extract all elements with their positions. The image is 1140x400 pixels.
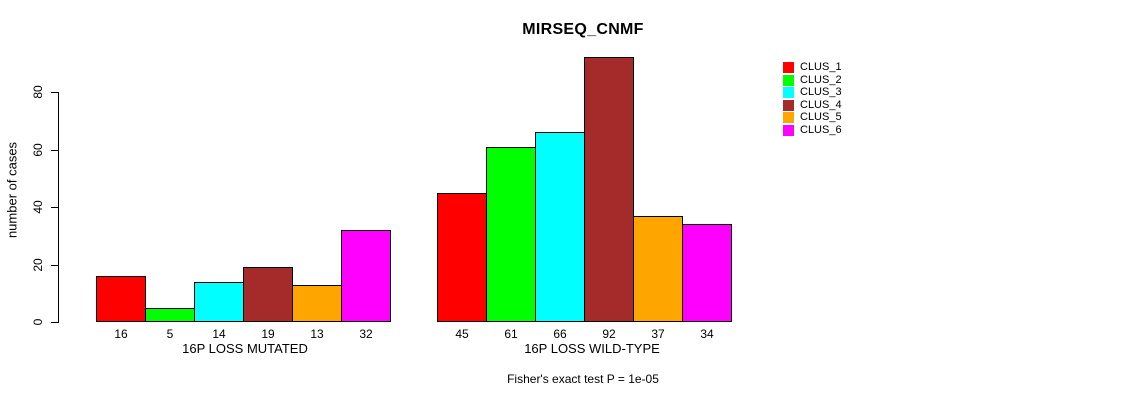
bar-value-label: 37: [651, 327, 665, 341]
bar-value-label: 5: [166, 327, 174, 341]
legend-label: CLUS_5: [800, 111, 842, 124]
y-axis-label: number of cases: [4, 141, 20, 239]
bar-value-label: 66: [553, 327, 567, 341]
bar-clus_3-group2: [535, 132, 585, 322]
y-tick-mark: [51, 264, 58, 266]
legend-swatch-clus_1: [783, 62, 794, 73]
bar-value-label: 45: [455, 327, 469, 341]
legend-swatch-clus_2: [783, 74, 794, 86]
y-tick-label: 40: [31, 200, 45, 214]
bar-value-label: 19: [261, 327, 275, 341]
legend-swatch-clus_6: [783, 125, 794, 136]
footnote: Fisher's exact test P = 1e-05: [507, 372, 659, 386]
y-axis-line: [58, 92, 59, 323]
bar-clus_6-group2: [682, 224, 732, 322]
bar-value-label: 92: [602, 327, 616, 341]
bar-value-label: 34: [700, 327, 714, 341]
legend-swatch-clus_5: [783, 112, 794, 124]
bar-value-label: 14: [212, 327, 226, 341]
legend-label: CLUS_6: [800, 124, 842, 136]
bar-value-label: 32: [359, 327, 373, 341]
bar-value-label: 13: [310, 327, 324, 341]
y-tick-label: 60: [31, 142, 45, 157]
bar-clus_2-group1: [145, 308, 195, 322]
bar-value-label: 61: [504, 327, 518, 341]
bar-value-label: 16: [114, 327, 128, 341]
y-tick-label: 0: [31, 318, 45, 326]
legend-label: CLUS_4: [800, 98, 842, 111]
y-tick-label: 80: [31, 85, 45, 99]
legend-label: CLUS_3: [800, 86, 842, 99]
bar-clus_2-group2: [486, 147, 536, 322]
group-label: 16P LOSS MUTATED: [182, 341, 308, 356]
y-tick-mark: [51, 322, 58, 323]
y-tick-mark: [51, 92, 58, 93]
bar-clus_6-group1: [341, 230, 391, 322]
y-tick-mark: [51, 207, 58, 208]
group-label: 16P LOSS WILD-TYPE: [524, 341, 660, 356]
legend-swatch-clus_4: [783, 99, 794, 111]
y-tick-label: 20: [31, 257, 45, 272]
bar-clus_1-group1: [96, 276, 146, 322]
legend-label: CLUS_2: [800, 73, 842, 86]
bar-clus_3-group1: [194, 282, 244, 322]
chart-title: MIRSEQ_CNMF: [522, 21, 644, 38]
legend-label: CLUS_1: [800, 61, 842, 73]
legend-swatch-clus_3: [783, 87, 794, 99]
bar-clus_4-group1: [243, 267, 293, 322]
bar-clus_5-group2: [633, 216, 683, 322]
bar-clus_5-group1: [292, 285, 342, 322]
bar-clus_1-group2: [437, 193, 487, 322]
bar-clus_4-group2: [584, 57, 634, 322]
y-tick-mark: [51, 149, 58, 151]
